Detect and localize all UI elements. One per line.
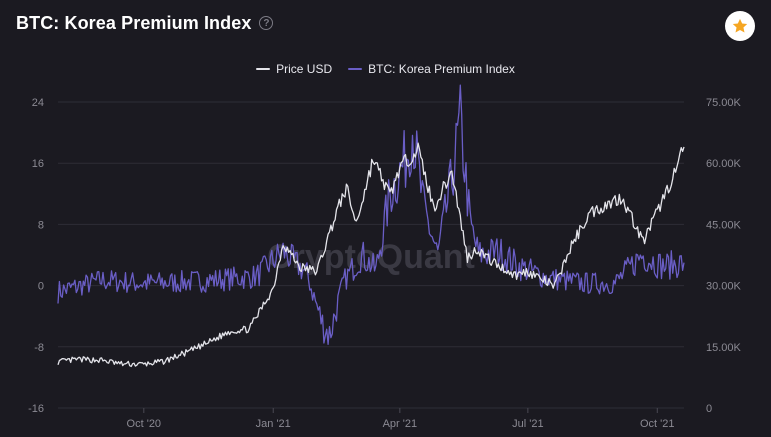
y-left-tick-label: -16 [28, 403, 44, 415]
x-tick-label: Oct '21 [640, 418, 675, 430]
legend-label-price: Price USD [276, 62, 333, 76]
legend-swatch-price [256, 68, 271, 70]
y-left-tick-label: 24 [32, 97, 44, 109]
legend-label-premium: BTC: Korea Premium Index [368, 62, 515, 76]
x-tick-label: Apr '21 [383, 418, 418, 430]
legend-item-premium[interactable]: BTC: Korea Premium Index [348, 62, 515, 76]
series-line-korea-premium [57, 84, 685, 345]
star-icon [732, 18, 748, 33]
y-right-tick-label: 30.00K [706, 281, 742, 293]
x-tick-label: Jul '21 [512, 418, 543, 430]
y-left-tick-label: 8 [38, 219, 44, 231]
x-tick-label: Jan '21 [256, 418, 291, 430]
x-tick-label: Oct '20 [127, 418, 162, 430]
page-title: BTC: Korea Premium Index [16, 12, 252, 33]
legend-item-price[interactable]: Price USD [256, 62, 332, 76]
y-left-tick-label: 16 [32, 158, 44, 170]
y-right-tick-label: 60.00K [706, 158, 742, 170]
question-circle-icon[interactable]: ? [259, 16, 274, 30]
y-right-tick-label: 45.00K [706, 219, 742, 231]
chart-legend: Price USD BTC: Korea Premium Index [0, 62, 771, 76]
series-line-price-usd [57, 142, 685, 368]
y-left-tick-label: -8 [34, 342, 44, 354]
y-right-tick-label: 0 [706, 403, 712, 415]
y-right-tick-label: 15.00K [706, 342, 742, 354]
y-left-tick-label: 0 [38, 281, 44, 293]
header: BTC: Korea Premium Index ? [16, 12, 274, 34]
y-right-tick-label: 75.00K [706, 97, 742, 109]
legend-swatch-premium [348, 68, 363, 70]
favorite-button[interactable] [725, 11, 755, 41]
